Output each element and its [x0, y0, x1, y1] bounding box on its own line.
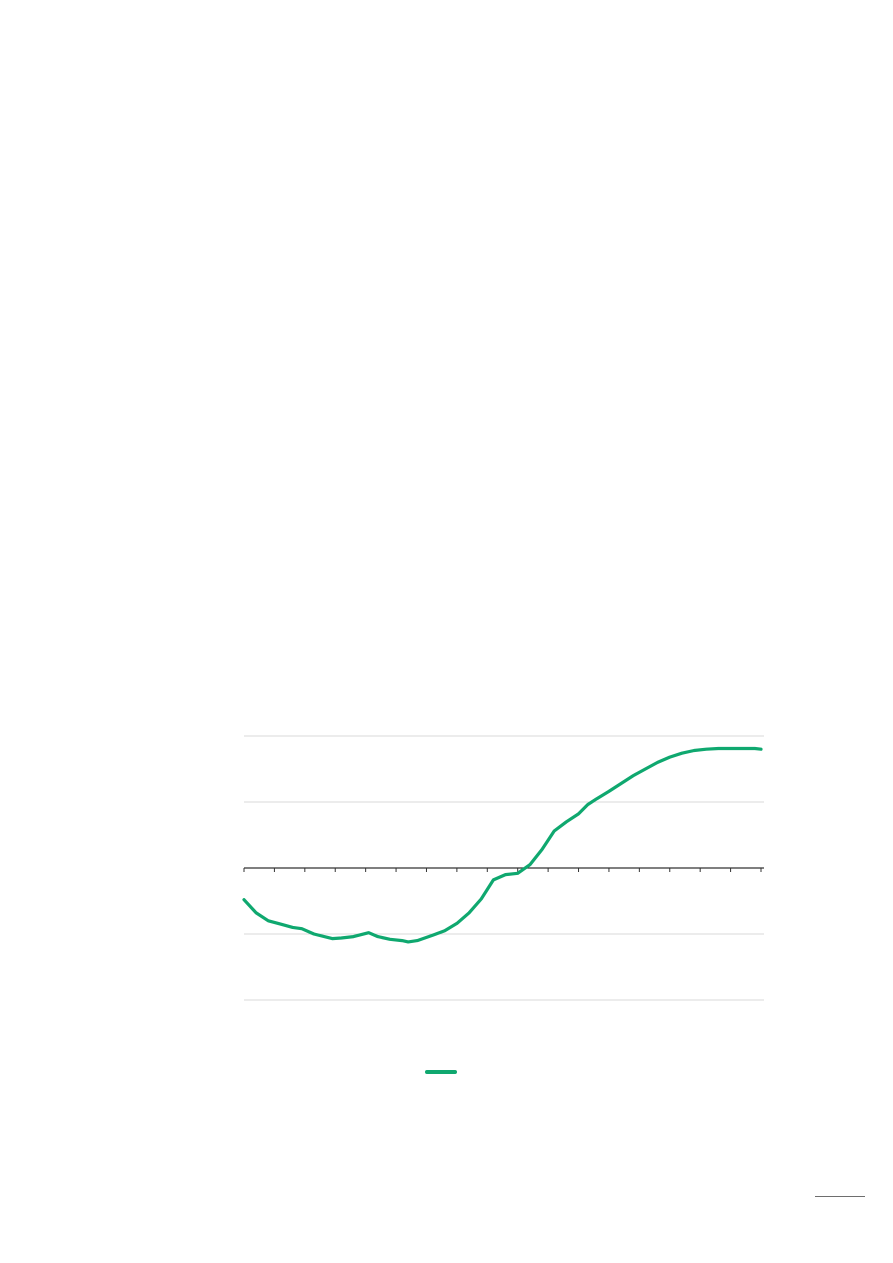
page-footer-rule: [815, 1196, 865, 1197]
y-gridlines: [244, 735, 764, 1001]
series-line: [242, 746, 763, 944]
x-axis: [243, 867, 764, 872]
series-group: [242, 746, 763, 944]
